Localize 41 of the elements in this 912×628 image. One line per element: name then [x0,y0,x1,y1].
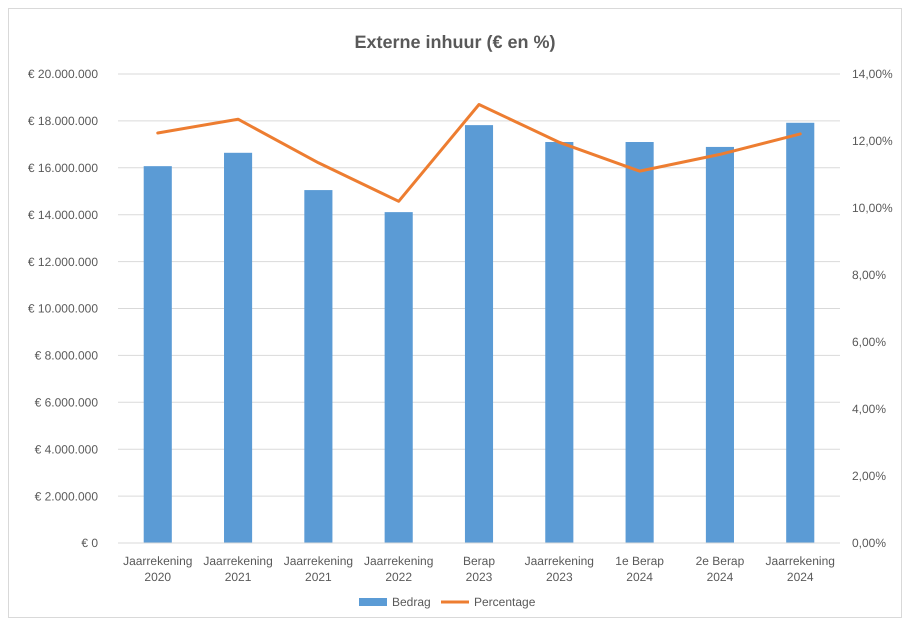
x-tick-label: Berap 2023 [462,554,496,584]
x-tick-label: 1e Berap 2024 [615,554,664,584]
y2-tick-label: 4,00% [852,402,886,416]
x-tick-label: Jaarrekening 2022 [364,554,434,584]
bar [304,190,332,543]
y2-tick-label: 2,00% [852,469,886,484]
bar [545,142,574,543]
y-tick-label: € 18.000.000 [28,114,98,128]
x-tick-label: Jaarrekening 2024 [766,554,835,584]
bar [706,146,734,543]
legend-label: Percentage [474,595,536,609]
y2-tick-label: 6,00% [852,335,886,350]
y-tick-label: € 10.000.000 [28,302,98,316]
bar [786,122,814,543]
bar [144,166,172,543]
x-tick-label: Jaarrekening 2023 [524,554,594,584]
legend-label: Bedrag [392,595,431,609]
y2-tick-label: 0,00% [852,536,886,550]
bar [626,142,654,543]
x-tick-label: Jaarrekening 2021 [284,554,354,584]
y-tick-label: € 12.000.000 [28,254,98,269]
bar [464,125,494,543]
y-tick-label: € 14.000.000 [28,208,98,222]
bar [224,152,252,543]
line-series [156,102,802,203]
y-tick-label: € 16.000.000 [28,161,98,175]
y-tick-label: € 4.000.000 [34,442,98,456]
y-tick-label: € 0 [81,536,98,550]
chart-title: Externe inhuur (€ en %) [354,32,556,52]
y-tick-label: € 20.000.000 [28,67,98,82]
y2-tick-label: 14,00% [852,67,894,82]
y2-tick-label: 8,00% [852,268,886,282]
bar [384,212,413,543]
y-tick-label: € 6.000.000 [34,396,98,410]
y2-tick-label: 10,00% [852,201,894,216]
x-tick-label: 2e Berap 2024 [696,554,745,584]
y-tick-label: € 2.000.000 [34,489,98,504]
y-tick-label: € 8.000.000 [34,348,98,363]
y2-tick-label: 12,00% [852,134,894,148]
x-tick-label: Jaarrekening 2021 [203,554,273,584]
x-tick-label: Jaarrekening 2020 [123,554,192,584]
